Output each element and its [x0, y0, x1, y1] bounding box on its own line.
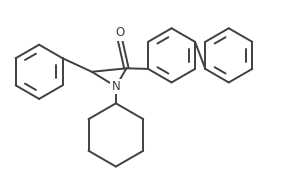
Text: N: N	[111, 80, 120, 93]
Text: O: O	[115, 26, 124, 39]
